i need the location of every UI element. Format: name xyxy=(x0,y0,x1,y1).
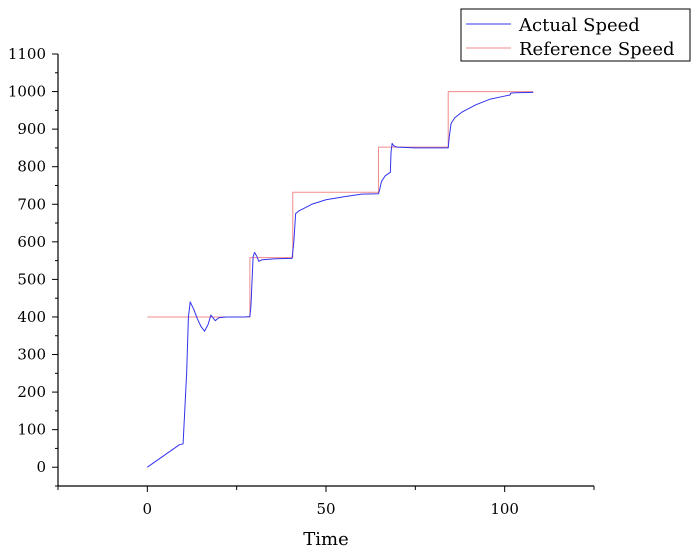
y-tick-label: 0 xyxy=(36,458,46,476)
y-tick-label: 1000 xyxy=(8,83,46,101)
y-tick-label: 500 xyxy=(17,270,46,288)
legend-label-actual-speed: Actual Speed xyxy=(518,15,640,36)
y-tick-label: 600 xyxy=(17,233,46,251)
x-axis-ticks: 0 50 100 xyxy=(57,486,595,518)
series-line-reference-speed xyxy=(147,91,534,318)
y-tick-label: 100 xyxy=(17,421,46,439)
axes xyxy=(57,54,594,487)
legend-label-reference-speed: Reference Speed xyxy=(519,39,675,60)
x-tick-label: 100 xyxy=(490,500,519,518)
y-tick-label: 300 xyxy=(17,346,46,364)
x-tick-label: 0 xyxy=(143,500,153,518)
y-tick-label: 1100 xyxy=(8,45,46,63)
legend: Actual Speed Reference Speed xyxy=(460,8,691,62)
series-line-actual-speed xyxy=(147,91,534,468)
y-axis-ticks: 0 100 200 300 400 500 600 700 800 900 1000 1100 xyxy=(8,45,58,487)
y-tick-label: 900 xyxy=(17,120,46,138)
y-tick-label: 400 xyxy=(17,308,46,326)
y-tick-label: 200 xyxy=(17,383,46,401)
x-tick-label: 50 xyxy=(316,500,335,518)
legend-box xyxy=(460,8,691,62)
plot-area xyxy=(147,91,534,468)
y-tick-label: 800 xyxy=(17,158,46,176)
x-axis-title: Time xyxy=(303,529,348,550)
y-tick-label: 700 xyxy=(17,195,46,213)
